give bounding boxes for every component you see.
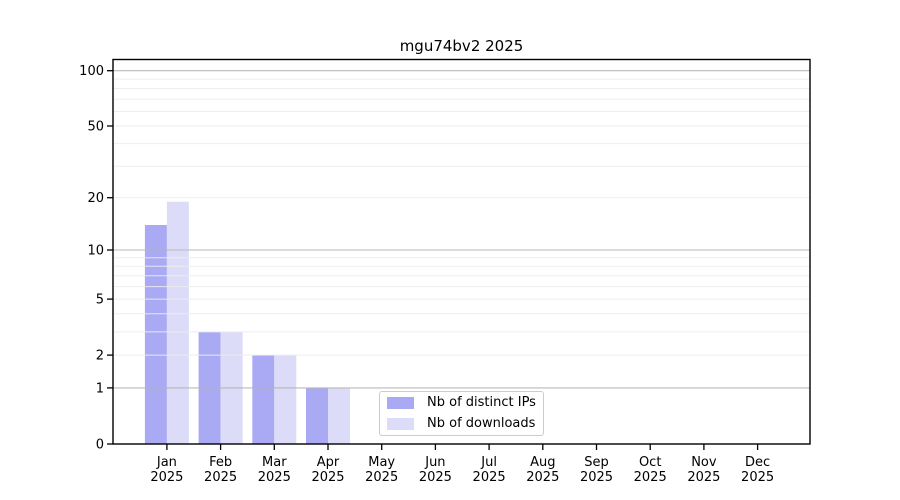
bar-downloads-apr (328, 387, 350, 444)
x-tick-label-month: Dec (745, 455, 770, 470)
y-tick-label: 10 (87, 244, 104, 259)
x-tick-label-year: 2025 (204, 470, 237, 485)
y-tick-label: 2 (96, 349, 104, 364)
legend-item-downloads: Nb of downloads (387, 416, 543, 432)
x-tick-label-month: Oct (639, 455, 661, 470)
legend-label-distinct-ips: Nb of distinct IPs (427, 395, 536, 411)
x-tick-label-year: 2025 (741, 470, 774, 485)
legend-swatch-downloads (387, 417, 414, 430)
x-tick-label-year: 2025 (526, 470, 559, 485)
chart-title: mgu74bv2 2025 (399, 37, 524, 55)
x-tick-label-year: 2025 (419, 470, 452, 485)
bar-distinct-ips-apr (306, 387, 328, 444)
bar-distinct-ips-mar (252, 355, 275, 444)
legend: Nb of distinct IPs Nb of downloads (379, 391, 544, 436)
x-tick-label-year: 2025 (311, 470, 344, 485)
x-tick-label-year: 2025 (258, 470, 291, 485)
x-tick-label-month: Aug (530, 455, 555, 470)
y-tick-label: 100 (79, 64, 104, 79)
y-tick-label: 5 (96, 293, 104, 308)
x-tick-label-month: Nov (691, 455, 717, 470)
legend-item-distinct-ips: Nb of distinct IPs (387, 395, 543, 411)
x-tick-label-month: Apr (317, 455, 340, 470)
x-tick-label-year: 2025 (365, 470, 398, 485)
x-tick-label-month: May (368, 455, 395, 470)
x-tick-label-month: Jun (424, 455, 445, 470)
legend-label-downloads: Nb of downloads (427, 415, 536, 431)
x-tick-label-year: 2025 (473, 470, 506, 485)
bar-downloads-jan (166, 201, 189, 444)
x-tick-label-month: Mar (262, 455, 287, 470)
plot-frame (112, 58, 811, 445)
x-tick-label-month: Feb (209, 455, 232, 470)
bar-downloads-mar (274, 355, 297, 444)
bar-distinct-ips-jan (144, 225, 167, 444)
x-tick-label-month: Jul (480, 455, 497, 470)
x-tick-label-year: 2025 (634, 470, 667, 485)
x-tick-label-year: 2025 (687, 470, 720, 485)
legend-swatch-distinct-ips (387, 397, 414, 410)
x-tick-label-year: 2025 (580, 470, 613, 485)
y-tick-label: 20 (87, 191, 104, 206)
y-tick-label: 1 (96, 381, 104, 396)
x-tick-label-month: Sep (584, 455, 609, 470)
x-tick-label-month: Jan (156, 455, 177, 470)
y-tick-label: 0 (96, 438, 104, 453)
x-tick-label-year: 2025 (150, 470, 183, 485)
y-tick-label: 50 (87, 120, 104, 135)
